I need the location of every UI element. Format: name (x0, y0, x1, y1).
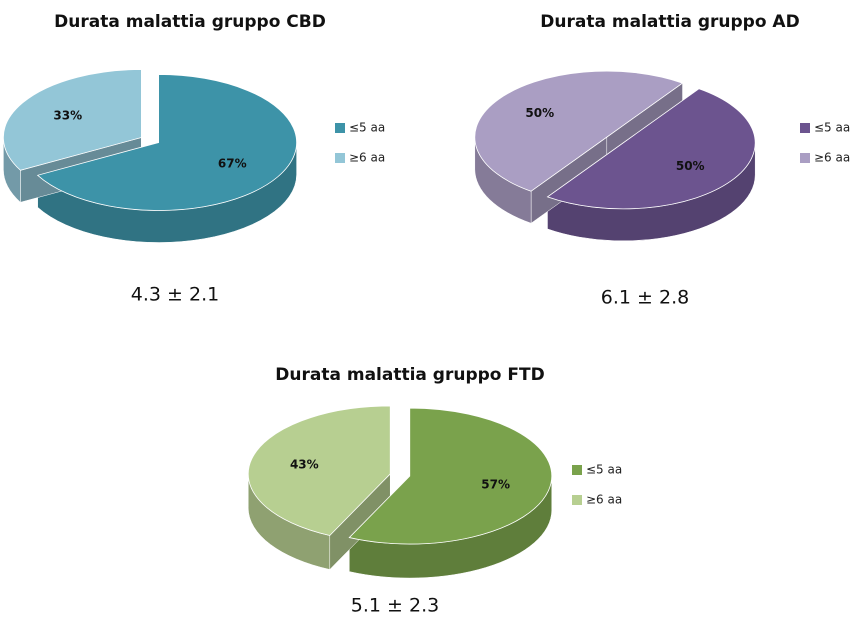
legend-swatch (800, 123, 810, 133)
pie-tops (3, 69, 297, 211)
legend-label: ≥6 aa (586, 493, 622, 507)
legend-swatch (572, 465, 582, 475)
pie-chart: Durata malattia gruppo CBD 4.3 ± 2.1 67% 33… (3, 12, 385, 306)
annotation: 5.1 ± 2.3 (351, 595, 439, 617)
legend-label: ≤5 aa (814, 121, 850, 135)
legend-label: ≤5 aa (586, 463, 622, 477)
data-label: 50% (525, 106, 554, 120)
pie-labels: 67% 33% (53, 109, 246, 171)
pie-labels: 57% 43% (290, 457, 510, 491)
slice (348, 407, 553, 545)
data-label: 50% (676, 159, 705, 173)
pie-chart: Durata malattia gruppo FTD 5.1 ± 2.3 57% 43… (247, 365, 622, 617)
chart-title: Durata malattia gruppo FTD (275, 365, 544, 385)
annotation: 4.3 ± 2.1 (131, 284, 219, 306)
slice (474, 70, 684, 192)
pie-chart: Durata malattia gruppo AD6.1 ± 2.850%50%… (474, 12, 850, 309)
pie-labels: 50% 50% (525, 106, 704, 173)
slice (247, 405, 391, 536)
data-label: 43% (290, 457, 319, 471)
pie-tops (474, 70, 756, 210)
legend-swatch (800, 153, 810, 163)
annotation: 6.1 ± 2.8 (601, 287, 689, 309)
data-label: 57% (481, 478, 510, 492)
chart-title: Durata malattia gruppo AD (540, 12, 799, 32)
legend-swatch (335, 153, 345, 163)
chart-title: Durata malattia gruppo CBD (54, 12, 326, 32)
data-label: 33% (53, 109, 82, 123)
slice (546, 88, 756, 210)
data-label: 67% (218, 156, 247, 170)
legend-swatch (335, 123, 345, 133)
legend-label: ≤5 aa (349, 121, 385, 135)
legend-label: ≥6 aa (814, 151, 850, 165)
pie-tops (247, 405, 553, 545)
slice (36, 74, 297, 211)
legend-label: ≥6 aa (349, 151, 385, 165)
slice (3, 69, 142, 171)
legend-swatch (572, 495, 582, 505)
